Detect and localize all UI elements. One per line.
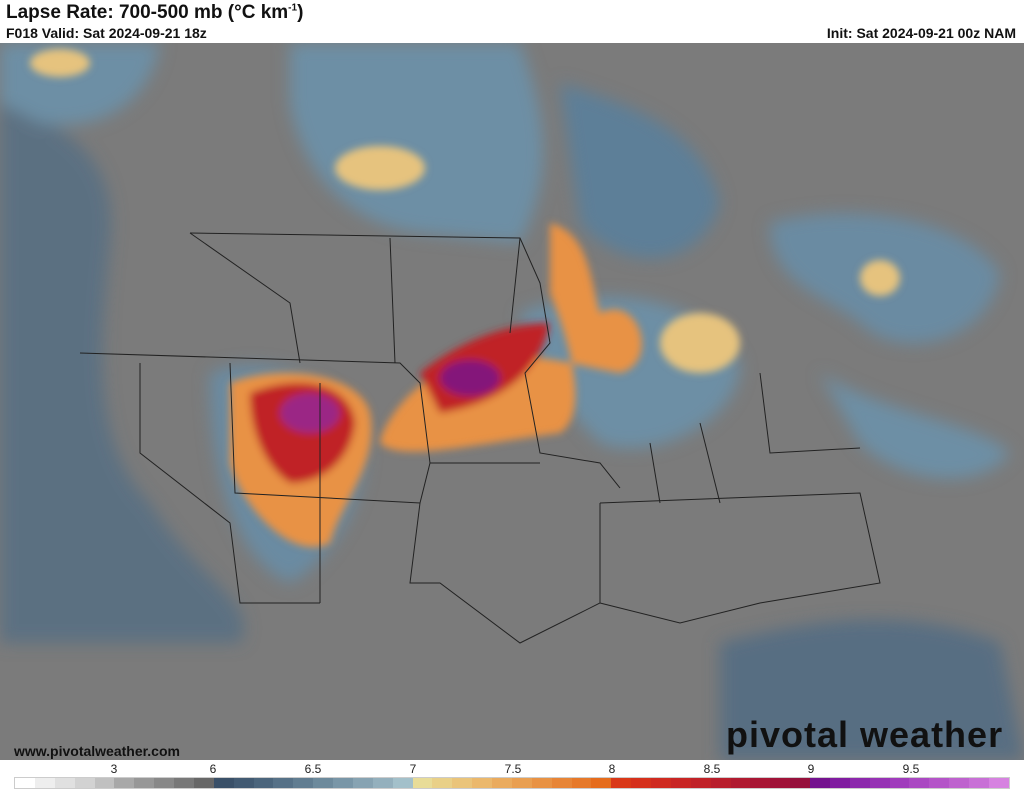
colorbar-swatch bbox=[551, 778, 572, 788]
colorbar-swatch bbox=[511, 778, 532, 788]
colorbar-label: 8 bbox=[608, 762, 616, 776]
colorbar-swatch bbox=[174, 778, 194, 788]
colorbar-label: 7 bbox=[409, 762, 417, 776]
colorbar-swatch bbox=[651, 778, 671, 788]
colorbar-swatch bbox=[273, 778, 294, 788]
colorbar-swatch bbox=[829, 778, 850, 788]
colorbar-swatch bbox=[750, 778, 771, 788]
colorbar-swatch bbox=[988, 778, 1009, 788]
colorbar-label: 3 bbox=[110, 762, 118, 776]
colorbar-swatch bbox=[313, 778, 333, 788]
colorbar-swatch bbox=[472, 778, 492, 788]
colorbar-label: 6 bbox=[209, 762, 217, 776]
colorbar-swatch bbox=[452, 778, 473, 788]
colorbar-swatch bbox=[372, 778, 393, 788]
colorbar-swatch bbox=[54, 778, 75, 788]
colorbar-swatch bbox=[849, 778, 870, 788]
colorbar-swatch bbox=[15, 778, 35, 788]
colorbar-swatch bbox=[591, 778, 612, 788]
colorbar-swatch bbox=[531, 778, 552, 788]
state-boundaries bbox=[79, 232, 881, 644]
colorbar-swatch bbox=[293, 778, 314, 788]
colorbar-swatch bbox=[730, 778, 751, 788]
colorbar-swatch bbox=[810, 778, 830, 788]
colorbar-swatch bbox=[154, 778, 174, 788]
colorbar-swatch bbox=[889, 778, 910, 788]
init-time: Init: Sat 2024-09-21 00z NAM bbox=[826, 25, 1016, 41]
pivotal-weather-logo: pivotal weather bbox=[726, 714, 1004, 755]
colorbar-swatch bbox=[233, 778, 254, 788]
colorbar-swatch bbox=[193, 778, 214, 788]
colorbar-swatch bbox=[770, 778, 791, 788]
colorbar-swatch bbox=[670, 778, 691, 788]
colorbar-swatch bbox=[790, 778, 810, 788]
colorbar-swatch bbox=[869, 778, 890, 788]
valid-time: F018 Valid: Sat 2024-09-21 18z bbox=[6, 25, 207, 41]
unstable-regions bbox=[30, 49, 900, 547]
colorbar bbox=[14, 777, 1010, 789]
colorbar-swatch bbox=[114, 778, 135, 788]
colorbar-swatch bbox=[432, 778, 453, 788]
lapse-rate-map bbox=[0, 43, 1024, 760]
colorbar-swatch bbox=[949, 778, 969, 788]
colorbar-swatch bbox=[690, 778, 711, 788]
colorbar-label: 6.5 bbox=[304, 762, 322, 776]
colorbar-swatch bbox=[631, 778, 651, 788]
colorbar-labels: 3 6 6.5 7 7.5 8 8.5 9 9.5 bbox=[0, 762, 1024, 776]
colorbar-swatch bbox=[253, 778, 274, 788]
colorbar-label: 8.5 bbox=[703, 762, 721, 776]
colorbar-swatch bbox=[134, 778, 155, 788]
colorbar-swatch bbox=[94, 778, 115, 788]
colorbar-swatch bbox=[571, 778, 592, 788]
colorbar-swatch bbox=[412, 778, 433, 788]
colorbar-label: 9 bbox=[807, 762, 815, 776]
map-title: Lapse Rate: 700-500 mb (°C km-1) bbox=[6, 2, 304, 23]
colorbar-swatch bbox=[333, 778, 353, 788]
colorbar-swatch bbox=[929, 778, 950, 788]
colorbar-swatch bbox=[611, 778, 632, 788]
colorbar-swatch bbox=[492, 778, 512, 788]
colorbar-swatch bbox=[34, 778, 55, 788]
colorbar-swatch bbox=[909, 778, 930, 788]
colorbar-label: 9.5 bbox=[902, 762, 920, 776]
website-url: www.pivotalweather.com bbox=[14, 743, 180, 759]
colorbar-swatch bbox=[213, 778, 234, 788]
colorbar-swatch bbox=[74, 778, 95, 788]
colorbar-swatch bbox=[352, 778, 373, 788]
colorbar-label: 7.5 bbox=[504, 762, 522, 776]
colorbar-swatch bbox=[969, 778, 989, 788]
colorbar-swatch bbox=[710, 778, 731, 788]
colorbar-swatch bbox=[392, 778, 413, 788]
